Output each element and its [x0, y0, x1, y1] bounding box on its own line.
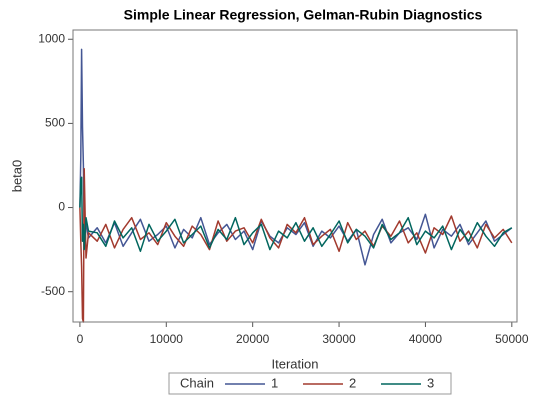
plot-frame	[72, 29, 518, 323]
y-tick-label: -500	[41, 284, 65, 298]
x-tick-label: 20000	[236, 332, 270, 346]
series-line	[79, 176, 513, 253]
x-tick-label: 0	[77, 332, 84, 346]
x-tick-label: 50000	[495, 332, 529, 346]
x-axis-label: Iteration	[272, 356, 319, 371]
legend-label: 1	[271, 375, 278, 390]
legend-label: 2	[349, 375, 356, 390]
x-tick-label: 40000	[409, 332, 443, 346]
x-tick-label: 10000	[150, 332, 184, 346]
legend-label: 3	[427, 375, 434, 390]
y-tick-label: 500	[45, 116, 65, 130]
legend-title: Chain	[180, 375, 214, 390]
y-tick-label: 1000	[38, 31, 65, 45]
chart-title: Simple Linear Regression, Gelman-Rubin D…	[124, 7, 483, 23]
series-line	[79, 168, 513, 323]
y-tick-label: 0	[58, 200, 65, 214]
legend-box	[168, 372, 452, 395]
x-tick-label: 30000	[322, 332, 356, 346]
y-axis-label: beta0	[9, 160, 24, 193]
